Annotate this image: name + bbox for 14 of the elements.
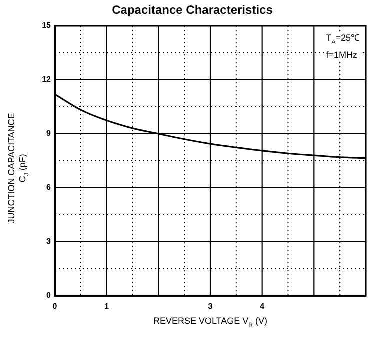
annotation: f=1MHz xyxy=(326,50,358,60)
x-tick-label: 4 xyxy=(260,302,266,312)
y-tick-label: 0 xyxy=(46,291,52,300)
y-tick-label: 15 xyxy=(42,21,52,30)
y-tick-label: 9 xyxy=(46,129,52,138)
y-tick-label: 3 xyxy=(46,237,52,246)
y-tick-label: 12 xyxy=(42,75,52,84)
x-tick-label: 3 xyxy=(208,302,214,312)
x-tick-label: 1 xyxy=(104,302,110,312)
y-tick-label: 6 xyxy=(46,183,52,192)
x-axis-title: REVERSE VOLTAGE V$_{R}$ (V) xyxy=(152,316,269,329)
x-tick-label: 0 xyxy=(52,302,58,312)
chart-title: Capacitance Characteristics xyxy=(111,3,274,17)
annotation: T$_{A}$=25℃ xyxy=(326,33,360,46)
